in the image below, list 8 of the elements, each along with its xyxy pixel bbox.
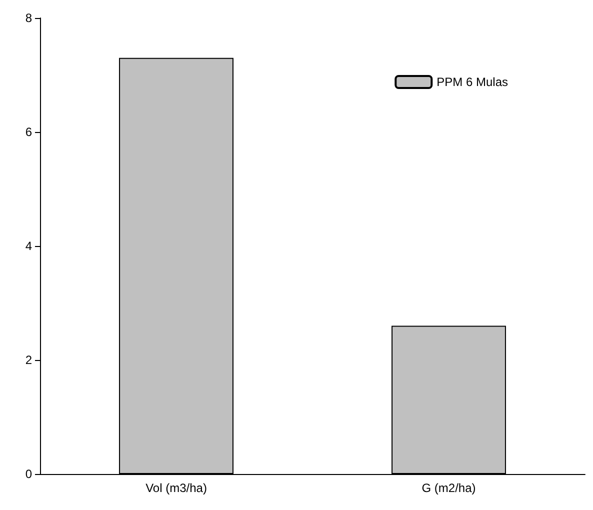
legend-label: PPM 6 Mulas: [436, 75, 508, 89]
y-tick-label: 6: [25, 125, 32, 139]
y-tick-label: 2: [25, 353, 32, 367]
y-tick-label: 8: [25, 11, 32, 25]
y-tick-label: 0: [25, 467, 32, 481]
x-tick-label: G (m2/ha): [422, 481, 476, 495]
x-tick-label: Vol (m3/ha): [146, 481, 207, 495]
y-tick-label: 4: [25, 239, 32, 253]
